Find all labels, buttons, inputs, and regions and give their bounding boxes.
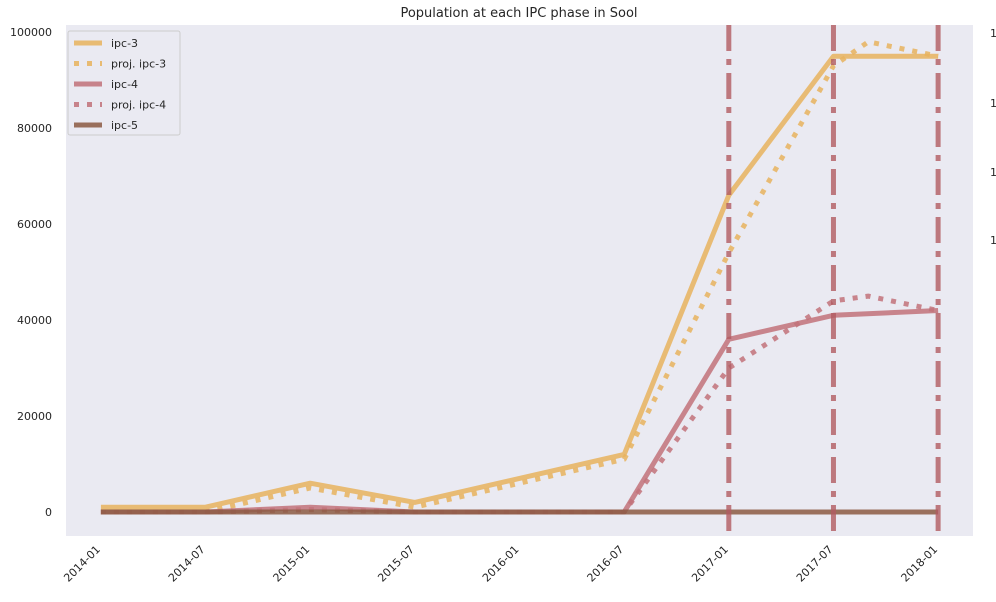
x-tick-label: 2015-01 [271, 543, 313, 585]
y-tick-label: 0 [45, 506, 52, 519]
right-edge-tick-label: 1 [990, 234, 996, 247]
y-tick-label: 20000 [17, 410, 52, 423]
y-tick-label: 80000 [17, 122, 52, 135]
x-axis: 2014-01 2014-07 2015-01 2015-07 2016-01 2016-… [61, 543, 940, 585]
legend-label-1: proj. ipc-3 [111, 58, 166, 71]
x-tick-label: 2014-07 [166, 543, 208, 585]
legend-label-0: ipc-3 [111, 37, 138, 50]
x-tick-label: 2016-01 [480, 543, 522, 585]
x-tick-label: 2014-01 [61, 543, 103, 585]
legend-label-2: ipc-4 [111, 78, 138, 91]
right-edge-tick-label: 1 [990, 27, 996, 40]
series-line-0 [100, 53, 939, 510]
y-tick-label: 100000 [10, 26, 52, 39]
legend-label-3: proj. ipc-4 [111, 99, 166, 112]
x-tick-label: 2016-07 [585, 543, 627, 585]
x-tick-label: 2015-07 [375, 543, 417, 585]
y-tick-label: 40000 [17, 314, 52, 327]
legend-label-4: ipc-5 [111, 119, 138, 132]
right-edge-tick-label: 1 [990, 166, 996, 179]
plot-background [66, 25, 973, 536]
chart-title: Population at each IPC phase in Sool [400, 6, 637, 21]
y-tick-label: 60000 [17, 218, 52, 231]
vertical-marker-layer [726, 25, 941, 536]
legend: ipc-3 proj. ipc-3 ipc-4 proj. ipc-4 ipc-5 [67, 30, 181, 136]
x-tick-label: 2017-07 [794, 543, 836, 585]
y-axis: 0 20000 40000 60000 80000 100000 [10, 26, 52, 519]
x-tick-label: 2018-01 [899, 543, 941, 585]
right-edge-axis: 1 1 1 1 [990, 27, 996, 247]
x-tick-label: 2017-01 [689, 543, 731, 585]
legend-frame [67, 30, 181, 136]
series-line-1 [100, 39, 939, 515]
series-layer [100, 39, 939, 515]
right-edge-tick-label: 1 [990, 97, 996, 110]
